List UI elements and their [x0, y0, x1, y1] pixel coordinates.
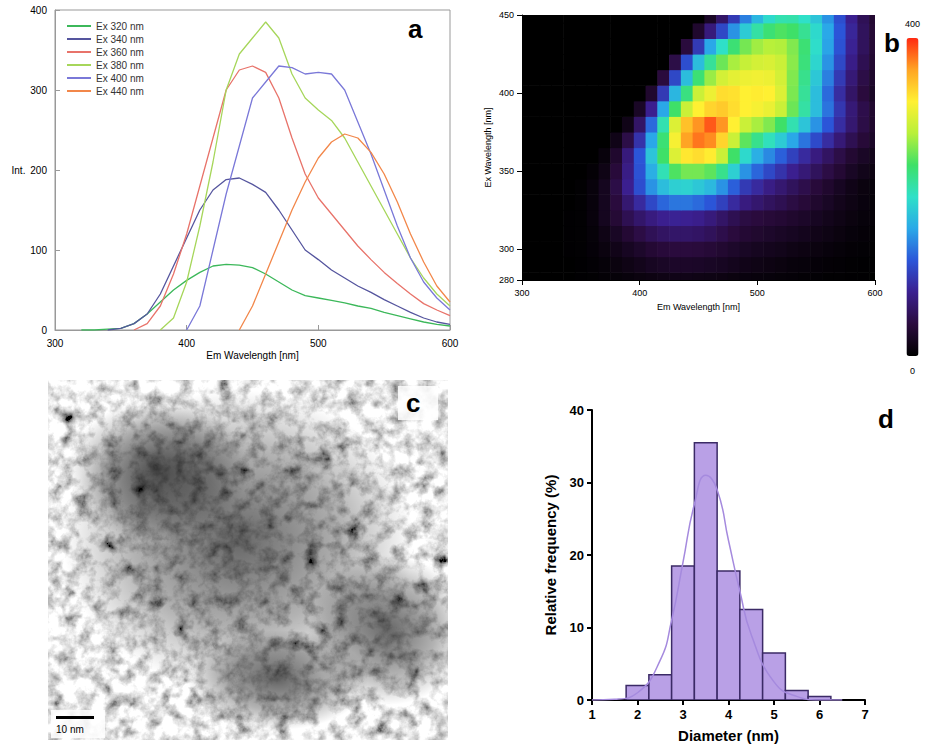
svg-text:Int.: Int. — [12, 165, 26, 176]
svg-text:3: 3 — [679, 707, 686, 722]
svg-text:500: 500 — [310, 338, 327, 349]
svg-text:5: 5 — [770, 707, 777, 722]
svg-text:Ex 440 nm: Ex 440 nm — [96, 86, 144, 97]
svg-text:4: 4 — [725, 707, 733, 722]
svg-text:1: 1 — [588, 707, 595, 722]
svg-text:0: 0 — [910, 366, 915, 376]
svg-text:200: 200 — [30, 165, 47, 176]
svg-text:40: 40 — [570, 403, 584, 418]
svg-text:300: 300 — [514, 288, 529, 298]
svg-text:Diameter (nm): Diameter (nm) — [678, 727, 779, 744]
svg-text:b: b — [884, 28, 900, 58]
svg-text:300: 300 — [499, 244, 514, 254]
svg-text:2: 2 — [634, 707, 641, 722]
svg-text:600: 600 — [867, 288, 882, 298]
svg-text:a: a — [408, 14, 423, 44]
svg-text:30: 30 — [570, 475, 584, 490]
svg-text:d: d — [878, 404, 894, 434]
svg-text:Ex 340 nm: Ex 340 nm — [96, 34, 144, 45]
svg-text:500: 500 — [750, 288, 765, 298]
svg-text:450: 450 — [499, 10, 514, 20]
svg-text:300: 300 — [30, 85, 47, 96]
svg-text:400: 400 — [30, 5, 47, 16]
svg-text:600: 600 — [442, 338, 459, 349]
svg-text:6: 6 — [816, 707, 823, 722]
svg-text:10: 10 — [570, 620, 584, 635]
svg-text:7: 7 — [861, 707, 868, 722]
svg-text:350: 350 — [499, 166, 514, 176]
svg-text:400: 400 — [178, 338, 195, 349]
svg-text:c: c — [406, 388, 420, 418]
svg-text:Ex 400 nm: Ex 400 nm — [96, 73, 144, 84]
svg-text:100: 100 — [30, 245, 47, 256]
svg-text:0: 0 — [577, 693, 584, 708]
svg-text:Em Wavelength [nm]: Em Wavelength [nm] — [206, 350, 299, 361]
svg-text:20: 20 — [570, 548, 584, 563]
svg-text:Ex 320 nm: Ex 320 nm — [96, 21, 144, 32]
svg-text:400: 400 — [632, 288, 647, 298]
svg-text:10 nm: 10 nm — [56, 724, 84, 735]
svg-text:280: 280 — [499, 275, 514, 285]
svg-text:400: 400 — [905, 19, 920, 29]
svg-text:Ex 380 nm: Ex 380 nm — [96, 60, 144, 71]
svg-text:0: 0 — [41, 325, 47, 336]
svg-text:300: 300 — [47, 338, 64, 349]
svg-text:Relative frequency (%): Relative frequency (%) — [542, 475, 559, 636]
svg-text:400: 400 — [499, 88, 514, 98]
svg-text:Ex 360 nm: Ex 360 nm — [96, 47, 144, 58]
svg-text:Ex Wavelength [nm]: Ex Wavelength [nm] — [483, 107, 493, 187]
svg-text:Em Wavelength [nm]: Em Wavelength [nm] — [657, 302, 740, 312]
